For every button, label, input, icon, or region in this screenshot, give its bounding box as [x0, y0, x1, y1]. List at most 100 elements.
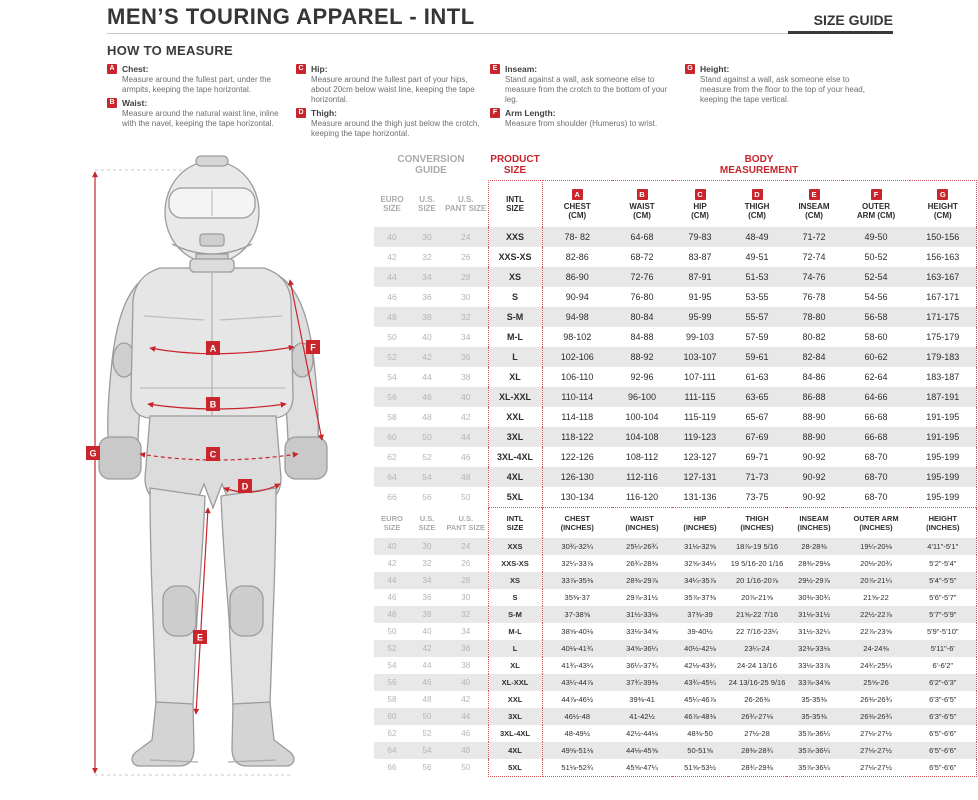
cell: 31½-33⅛: [626, 610, 658, 619]
badge-F: F: [310, 343, 316, 353]
cell: 28⅜-29⅛: [798, 559, 830, 568]
table-row: 60 50 44 3XL 118-122 104-108 119-123 67-69 88-90…: [374, 427, 977, 447]
cell: U.S. SIZE: [418, 194, 436, 213]
cell: 35-35⅜: [801, 712, 827, 721]
cell: 34: [461, 332, 471, 342]
cell: 38: [461, 372, 471, 382]
cell: 5XL: [487, 759, 543, 777]
cell: 58: [387, 695, 397, 704]
cell: 56: [387, 392, 397, 402]
cell: 46: [461, 729, 471, 738]
cell: 46⅞-48⅜: [684, 712, 716, 721]
cell: 68-70: [864, 452, 888, 462]
rider-illustration: A B C D E F G: [0, 148, 372, 796]
cell: 86-90: [541, 267, 613, 287]
cell: 26¾-28⅜: [626, 559, 658, 568]
cell: 28¾-29⅜: [728, 759, 787, 777]
cell: M-L: [487, 623, 543, 640]
cell: 42: [422, 644, 432, 653]
cell: 102-106: [541, 347, 613, 367]
cell: 64: [387, 746, 397, 755]
cell: 68-70: [864, 492, 888, 502]
cell: 116-120: [625, 492, 659, 502]
cell: 71-73: [745, 472, 769, 482]
header-divider: [107, 33, 893, 34]
table-row: 46 36 30 S 35⅜-37 29⅞-31½ 35⅞-37⅜ 20⅞-21⅝ 30⅜-30…: [374, 589, 977, 606]
cell: 179-183: [910, 347, 977, 367]
cell: XS: [487, 572, 543, 589]
measure-name: Hip:: [311, 64, 328, 74]
table-row: 62 52 46 3XL-4XL 122-126 108-112 123-127 69-71 9…: [374, 447, 977, 467]
cell: 5'9"-5'10": [910, 623, 977, 640]
cell: 24: [461, 232, 471, 242]
cell: 25¼-26¾: [626, 542, 658, 551]
cell: 195-199: [910, 467, 977, 487]
cell: 38: [461, 661, 471, 670]
cell: 48: [387, 610, 397, 619]
cell: G HEIGHT (CM): [910, 180, 977, 227]
cell: 122-126: [541, 447, 613, 467]
measure-item-C: C Hip: Measure around the fullest part of …: [296, 64, 482, 105]
cell: 79-83: [688, 232, 712, 242]
cell: 119-123: [683, 432, 717, 442]
cell: 34⅝-36¼: [626, 644, 658, 653]
cell: XXL: [487, 407, 543, 427]
measure-text: Measure around the fullest part, under t…: [122, 75, 271, 94]
measure-text: Stand against a wall, ask someone else t…: [505, 75, 668, 104]
cell: 38⅝-40⅛: [541, 623, 613, 640]
cell: 88-90: [802, 412, 826, 422]
badge-E: E: [197, 633, 203, 643]
cell: 58-60: [864, 332, 888, 342]
cell: XXS: [487, 227, 543, 247]
cell: 50: [422, 712, 432, 721]
cell: 26⅜-26¾: [860, 712, 892, 721]
cell: EURO SIZE: [381, 513, 403, 532]
cell: 3XL: [487, 427, 543, 447]
cell: 54-56: [864, 292, 888, 302]
cell: 50: [422, 432, 432, 442]
cell: 131-136: [683, 492, 717, 502]
cell: 175-179: [910, 327, 977, 347]
cell: 191-195: [910, 427, 977, 447]
cell: 25⅝-26: [863, 678, 889, 687]
cell: 24 13/16-25 9/16: [728, 678, 786, 687]
letter-badge: D: [296, 108, 306, 118]
column-letter-badge: E: [808, 188, 820, 200]
table-row: 58 48 42 XXL 114-118 100-104 115-119 65-67 88-90…: [374, 407, 977, 427]
cell: 52: [387, 644, 397, 653]
cell: 26⅜-26¾: [860, 695, 892, 704]
cell: 32⅜-33⅛: [798, 644, 830, 653]
cell: 48: [387, 312, 397, 322]
cell: 80-82: [802, 332, 826, 342]
cell: C HIP (CM): [672, 180, 729, 227]
cell: 6'5"-6'6": [910, 759, 977, 777]
cell: XL: [487, 367, 543, 387]
cell: HEIGHT (INCHES): [910, 507, 977, 538]
cell: 74-76: [802, 272, 826, 282]
cell: 46: [387, 593, 397, 602]
cell: 24-24 13/16: [736, 661, 778, 670]
cell: 114-118: [541, 407, 613, 427]
cell: 32: [422, 559, 432, 568]
cell: 38: [422, 312, 432, 322]
table-row: 46 36 30 S 90-94 76-80 91-95 53-55 76-78 54-56 167…: [374, 287, 977, 307]
badge-B: B: [210, 400, 217, 410]
cell: 4XL: [487, 742, 543, 759]
cell: 195-199: [910, 447, 977, 467]
cell: 45¼-46⅞: [684, 695, 716, 704]
cell: 42: [387, 252, 397, 262]
cell: 171-175: [910, 307, 977, 327]
cell: 73-75: [745, 492, 769, 502]
table-row: 40 30 24 XXS 78- 82 64-68 79-83 48-49 71-72 49-50…: [374, 227, 977, 247]
cell: 36¼-37¾: [626, 661, 658, 670]
cell: 90-92: [802, 472, 826, 482]
cell: 44⅛-45⅝: [626, 746, 658, 755]
cell: 44: [422, 661, 432, 670]
cell: 66: [387, 763, 397, 773]
cell: 48⅜-50: [687, 729, 713, 738]
cell: 24¾-25¼: [860, 661, 892, 670]
cell: 41¾-43¼: [541, 657, 613, 674]
cell: 82-84: [802, 352, 826, 362]
measure-item-F: F Arm Length: Measure from shoulder (Humer…: [490, 108, 676, 129]
cell: 6'3"-6'5": [910, 708, 977, 725]
